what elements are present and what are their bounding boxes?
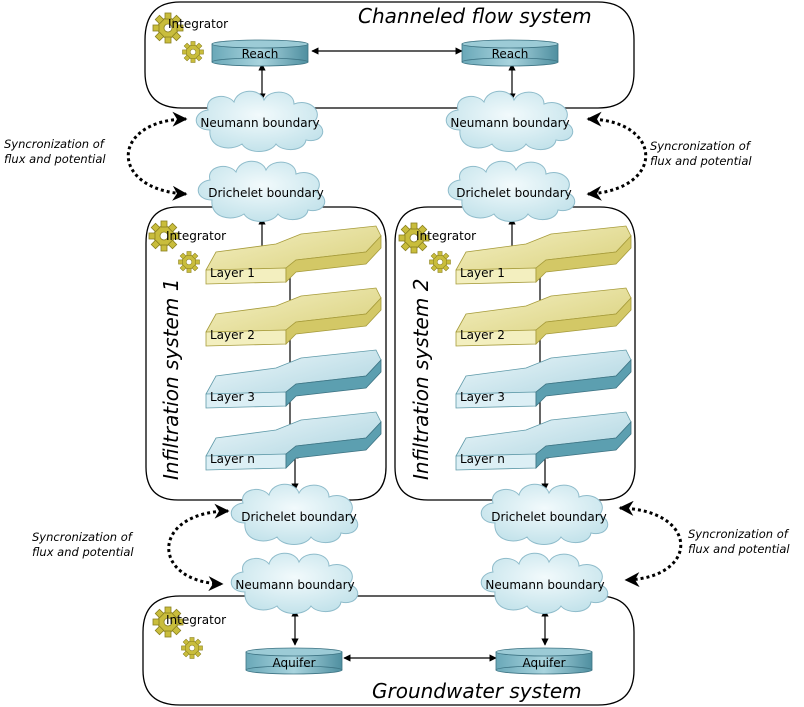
neumann-boundary-top-left: Neumann boundary (195, 90, 324, 152)
svg-text:Syncronization of: Syncronization of (32, 530, 134, 544)
layer-1-system-2: Layer 1 (455, 225, 632, 285)
svg-text:Layer 2: Layer 2 (460, 328, 505, 342)
infiltration-system-1-title: Infiltration system 1 (159, 279, 183, 480)
gear-icon (178, 251, 200, 273)
groundwater-system-frame (142, 595, 635, 706)
sync-label-top-left: Syncronization of flux and potential (4, 137, 106, 166)
sync-arrow-top-right (586, 111, 648, 201)
svg-text:Neumann boundary: Neumann boundary (450, 116, 569, 130)
svg-text:flux and potential: flux and potential (650, 154, 752, 168)
drichelet-boundary-top-left: Drichelet boundary (197, 160, 326, 222)
svg-text:Drichelet boundary: Drichelet boundary (241, 510, 357, 524)
integrator-channeled: Integrator (152, 12, 228, 63)
svg-text:Neumann boundary: Neumann boundary (235, 578, 354, 592)
svg-text:flux and potential: flux and potential (4, 152, 106, 166)
neumann-boundary-bottom-right: Neumann boundary (480, 552, 609, 614)
aquifer-right: Aquifer (495, 647, 593, 675)
svg-text:Layer 1: Layer 1 (460, 266, 505, 280)
layer-3-system-1: Layer 3 (205, 349, 382, 409)
infiltration-system-2-title: Infiltration system 2 (409, 279, 433, 480)
integrator-label: Integrator (416, 229, 476, 243)
neumann-boundary-bottom-left: Neumann boundary (230, 552, 359, 614)
svg-text:flux and potential: flux and potential (688, 542, 790, 556)
svg-text:Reach: Reach (242, 47, 279, 61)
gear-icon (182, 41, 204, 63)
layer-n-system-1: Layer n (205, 411, 382, 471)
svg-text:Layer n: Layer n (460, 452, 505, 466)
svg-text:Syncronization of: Syncronization of (4, 137, 106, 151)
svg-text:Layer 1: Layer 1 (210, 266, 255, 280)
integrator-infiltration-2: Integrator (398, 222, 476, 273)
svg-text:Layer 2: Layer 2 (210, 328, 255, 342)
drichelet-boundary-bottom-right: Drichelet boundary (480, 483, 609, 545)
sync-arrow-bottom-left (167, 503, 230, 592)
infiltration-system-1-frame (145, 206, 387, 501)
sync-label-top-right: Syncronization of flux and potential (650, 139, 752, 168)
svg-text:Syncronization of: Syncronization of (650, 139, 752, 153)
channeled-flow-system-title: Channeled flow system (358, 4, 592, 28)
svg-text:Layer 3: Layer 3 (210, 390, 255, 404)
gear-icon (429, 251, 451, 273)
channeled-flow-system-frame (144, 1, 635, 109)
neumann-boundary-top-right: Neumann boundary (445, 90, 574, 152)
drichelet-boundary-top-right: Drichelet boundary (447, 160, 576, 222)
svg-text:Layer n: Layer n (210, 452, 255, 466)
drichelet-boundary-bottom-left: Drichelet boundary (230, 483, 359, 545)
gear-icon (181, 637, 203, 659)
groundwater-system-title: Groundwater system (372, 679, 582, 703)
aquifer-left: Aquifer (245, 647, 343, 675)
svg-text:Aquifer: Aquifer (272, 656, 315, 670)
layer-n-system-2: Layer n (455, 411, 632, 471)
svg-text:Neumann boundary: Neumann boundary (485, 578, 604, 592)
svg-text:Drichelet boundary: Drichelet boundary (491, 510, 607, 524)
svg-text:Layer 3: Layer 3 (460, 390, 505, 404)
infiltration-system-2-frame (394, 206, 636, 501)
svg-text:Reach: Reach (492, 47, 529, 61)
sync-arrow-top-left (126, 111, 188, 201)
sync-label-bottom-left: Syncronization of flux and potential (32, 530, 134, 559)
svg-text:Aquifer: Aquifer (522, 656, 565, 670)
svg-text:Syncronization of: Syncronization of (688, 527, 790, 541)
sync-arrow-bottom-right (618, 500, 683, 588)
reach-right: Reach (461, 39, 559, 67)
integrator-infiltration-1: Integrator (148, 220, 226, 273)
svg-text:Drichelet boundary: Drichelet boundary (208, 186, 324, 200)
integrator-groundwater: Integrator (152, 606, 226, 659)
sync-label-bottom-right: Syncronization of flux and potential (688, 527, 790, 556)
reach-left: Reach (211, 39, 309, 67)
layer-2-system-2: Layer 2 (455, 287, 632, 347)
layer-3-system-2: Layer 3 (455, 349, 632, 409)
layer-2-system-1: Layer 2 (205, 287, 382, 347)
svg-text:flux and potential: flux and potential (32, 545, 134, 559)
svg-text:Neumann boundary: Neumann boundary (200, 116, 319, 130)
integrator-label: Integrator (166, 229, 226, 243)
integrator-label: Integrator (166, 613, 226, 627)
integrator-label: Integrator (168, 17, 228, 31)
layer-1-system-1: Layer 1 (205, 225, 382, 285)
svg-text:Drichelet boundary: Drichelet boundary (456, 186, 572, 200)
